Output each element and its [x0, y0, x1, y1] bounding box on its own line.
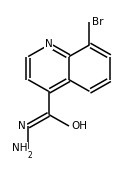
Text: OH: OH: [72, 121, 88, 131]
Text: N: N: [45, 39, 52, 49]
Text: 2: 2: [28, 151, 32, 160]
Text: Br: Br: [92, 17, 103, 27]
Text: NH: NH: [11, 143, 27, 153]
Text: N: N: [18, 121, 26, 131]
